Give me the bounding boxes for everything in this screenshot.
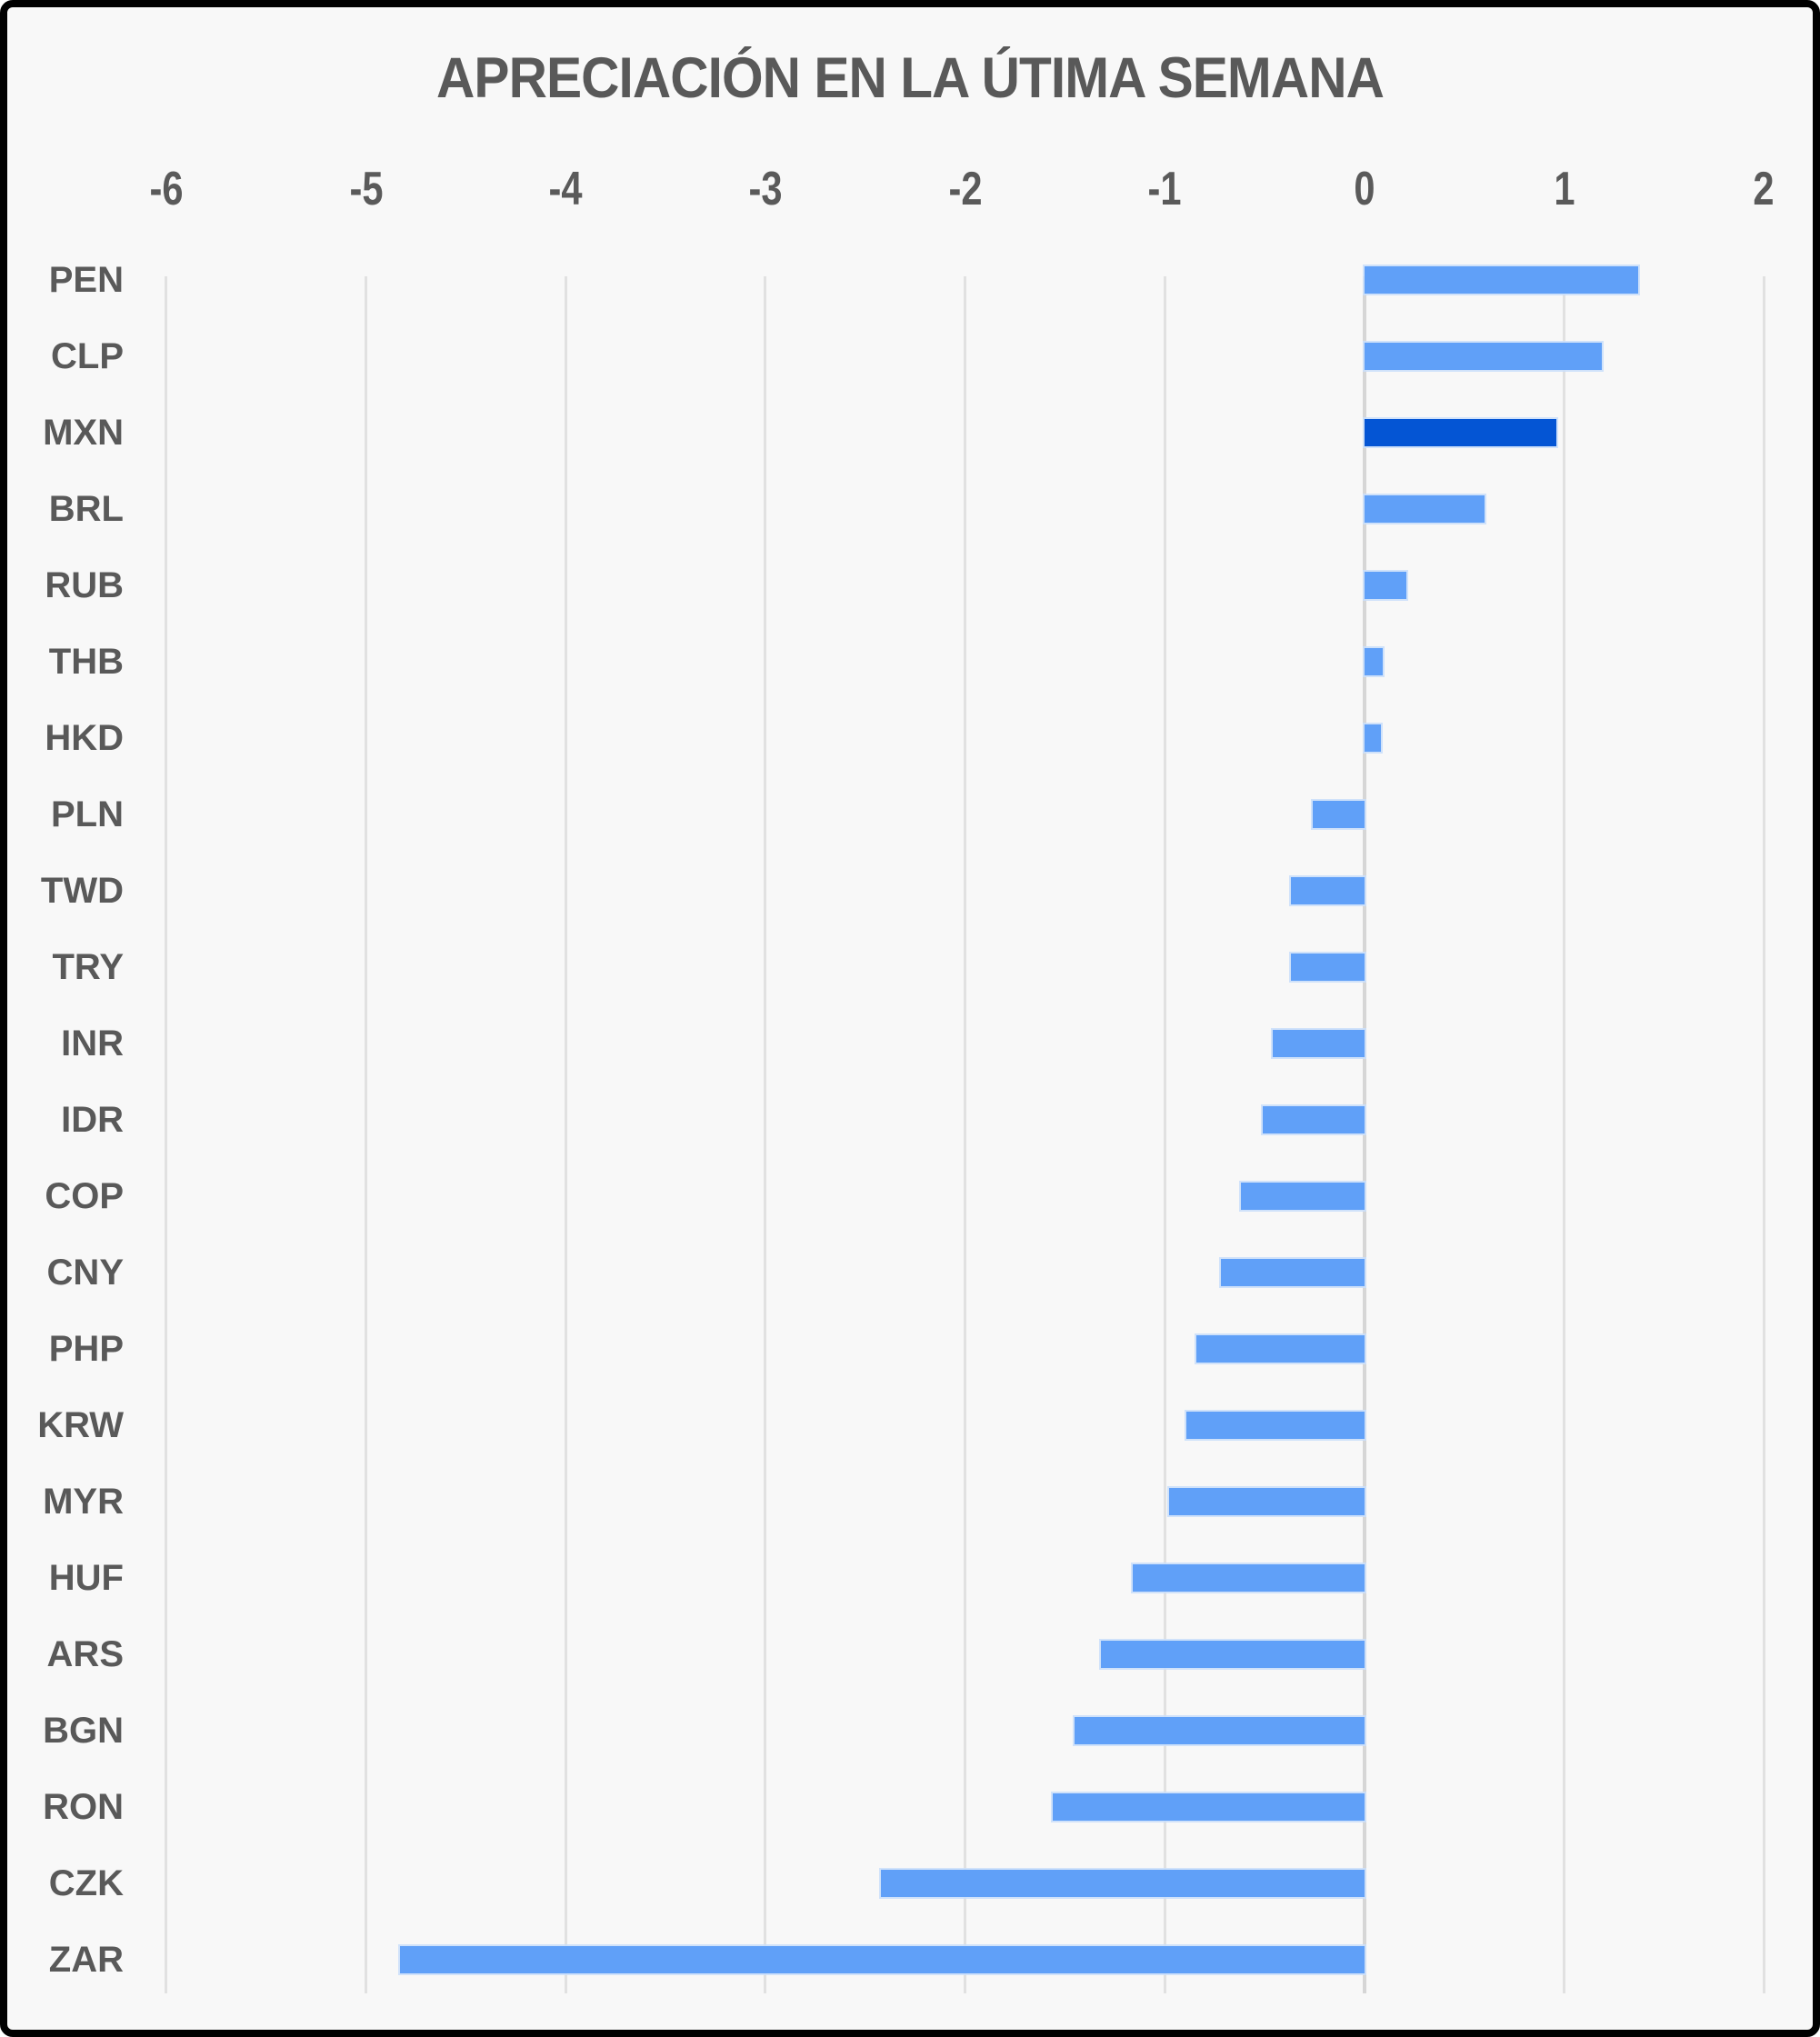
x-tick-label: -4 (548, 163, 583, 215)
row-label-inr: INR (61, 1023, 124, 1063)
bar-zar (397, 1944, 1366, 1975)
bar-idr (1260, 1104, 1366, 1135)
x-tick-label: 0 (1354, 163, 1375, 215)
x-tick-label: 2 (1753, 163, 1775, 215)
bar-try (1288, 952, 1366, 983)
x-tick-label: -6 (149, 163, 184, 215)
bar-pln (1310, 799, 1366, 830)
bar-rub (1362, 570, 1409, 601)
gridline (165, 276, 168, 1993)
bar-myr (1166, 1486, 1366, 1517)
bar-krw (1185, 1410, 1366, 1441)
bar-thb (1363, 646, 1385, 677)
row-label-huf: HUF (48, 1558, 124, 1598)
row-label-rub: RUB (45, 565, 124, 605)
gridline (1163, 276, 1166, 1993)
gridline (1563, 276, 1566, 1993)
bar-clp (1362, 341, 1605, 372)
row-label-myr: MYR (43, 1482, 124, 1522)
bar-czk (879, 1868, 1366, 1899)
x-tick-label: -2 (948, 163, 983, 215)
row-label-twd: TWD (40, 871, 124, 911)
bar-ron (1051, 1792, 1366, 1822)
gridline (1762, 276, 1765, 1993)
row-label-php: PHP (48, 1329, 124, 1369)
bar-pen (1363, 265, 1640, 295)
bar-inr (1270, 1028, 1366, 1059)
row-label-pln: PLN (51, 794, 124, 834)
row-label-idr: IDR (61, 1100, 124, 1140)
gridline (764, 276, 767, 1993)
bar-ars (1098, 1639, 1366, 1670)
x-tick-label: -3 (748, 163, 783, 215)
row-label-cny: CNY (46, 1253, 124, 1293)
x-tick-label: -5 (349, 163, 383, 215)
bar-cop (1238, 1181, 1366, 1212)
row-label-pen: PEN (48, 260, 124, 300)
row-label-czk: CZK (48, 1863, 124, 1903)
x-tick-label: 1 (1554, 163, 1575, 215)
row-label-hkd: HKD (45, 718, 124, 758)
bar-brl (1363, 494, 1486, 524)
row-label-ars: ARS (46, 1634, 124, 1674)
row-label-krw: KRW (37, 1405, 124, 1445)
row-label-clp: CLP (51, 336, 124, 376)
bar-bgn (1073, 1715, 1366, 1746)
gridline (964, 276, 967, 1993)
row-label-bgn: BGN (43, 1711, 124, 1751)
row-label-brl: BRL (48, 489, 124, 529)
bar-twd (1288, 875, 1366, 906)
row-label-mxn: MXN (43, 413, 124, 453)
bar-huf (1131, 1563, 1366, 1593)
x-tick-label: -1 (1147, 163, 1182, 215)
gridline (564, 276, 567, 1993)
bar-mxn (1363, 417, 1558, 448)
bar-hkd (1363, 723, 1383, 754)
gridline (365, 276, 367, 1993)
chart-title: APRECIACIÓN EN LA ÚTIMA SEMANA (436, 46, 1385, 110)
row-label-try: TRY (52, 947, 124, 987)
bar-cny (1218, 1257, 1366, 1288)
row-label-cop: COP (45, 1176, 124, 1216)
row-label-thb: THB (48, 642, 124, 682)
row-label-zar: ZAR (48, 1940, 124, 1980)
row-label-ron: RON (43, 1787, 124, 1827)
zero-gridline (1363, 276, 1366, 1993)
bar-php (1195, 1333, 1366, 1364)
